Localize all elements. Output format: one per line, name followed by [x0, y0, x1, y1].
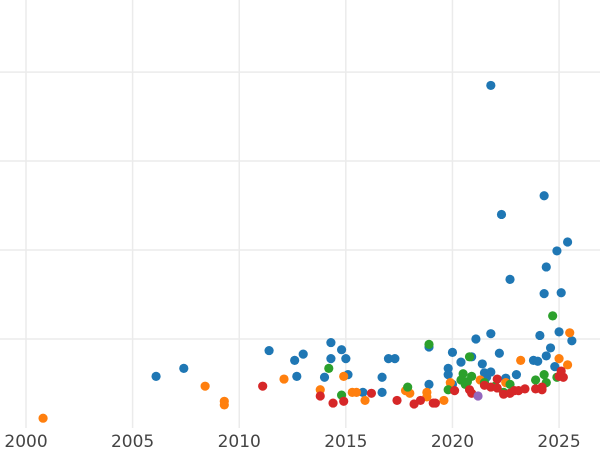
- data-point-series-1: [179, 363, 189, 373]
- data-point-series-4: [258, 381, 268, 391]
- data-point-series-1: [541, 351, 551, 361]
- data-point-series-3: [539, 370, 549, 380]
- data-point-series-4: [430, 398, 440, 408]
- data-point-series-3: [467, 371, 477, 381]
- data-point-series-1: [377, 387, 387, 398]
- data-point-series-1: [535, 330, 545, 341]
- x-axis-ticks: 2000 2005 2010 2015 2020 2025: [4, 432, 580, 450]
- data-point-series-1: [550, 362, 560, 372]
- data-point-series-4: [537, 382, 547, 392]
- data-point-series-1: [377, 372, 387, 382]
- data-point-series-1: [264, 345, 274, 356]
- data-point-series-3: [324, 363, 334, 373]
- data-point-series-1: [486, 367, 496, 377]
- data-point-series-2: [554, 353, 564, 364]
- data-point-series-1: [554, 327, 564, 337]
- data-point-series-1: [390, 353, 400, 364]
- gridlines: [0, 0, 600, 428]
- data-point-series-1: [443, 370, 453, 380]
- data-point-series-1: [326, 337, 336, 348]
- data-point-series-1: [319, 372, 330, 382]
- data-point-series-2: [439, 395, 449, 406]
- data-point-series-2: [339, 371, 349, 381]
- data-point-series-1: [511, 370, 522, 380]
- data-point-series-2: [360, 395, 370, 406]
- data-point-series-3: [424, 339, 434, 349]
- data-point-series-3: [548, 311, 558, 321]
- data-point-series-4: [415, 395, 426, 406]
- data-point-series-1: [424, 379, 434, 389]
- data-point-series-1: [456, 357, 466, 367]
- data-point-series-4: [328, 398, 338, 408]
- data-point-series-4: [366, 388, 377, 398]
- data-point-series-1: [541, 262, 551, 272]
- data-point-series-2: [200, 381, 210, 391]
- data-point-series-1: [447, 347, 458, 357]
- data-point-series-1: [496, 209, 507, 220]
- data-point-series-1: [567, 336, 577, 346]
- data-point-series-2: [219, 400, 229, 410]
- data-point-series-1: [494, 348, 504, 358]
- x-tick-label: 2020: [431, 432, 474, 450]
- x-tick-label: 2010: [218, 432, 261, 450]
- x-tick-label: 2000: [4, 432, 47, 450]
- data-point-series-4: [556, 366, 566, 376]
- data-point-series-1: [290, 355, 300, 365]
- data-point-series-1: [383, 353, 394, 364]
- data-point-series-2: [351, 387, 362, 398]
- data-point-series-3: [464, 352, 475, 362]
- data-point-series-4: [392, 395, 402, 406]
- data-point-series-2: [38, 413, 48, 423]
- data-point-series-1: [486, 329, 496, 339]
- data-points: [38, 80, 577, 423]
- data-point-series-5: [473, 391, 483, 401]
- data-point-series-4: [520, 384, 530, 394]
- data-point-series-1: [552, 246, 562, 256]
- data-point-series-2: [445, 378, 455, 388]
- x-tick-label: 2015: [324, 432, 367, 450]
- data-point-series-4: [492, 383, 502, 393]
- data-point-series-4: [492, 374, 502, 384]
- data-point-series-1: [533, 356, 543, 366]
- data-point-series-1: [486, 80, 496, 91]
- data-point-series-1: [341, 353, 351, 364]
- data-point-series-1: [539, 289, 549, 299]
- data-point-series-4: [449, 386, 460, 396]
- data-point-series-1: [151, 371, 161, 381]
- data-point-series-1: [326, 353, 336, 364]
- x-tick-label: 2025: [537, 432, 580, 450]
- data-point-series-1: [358, 387, 368, 398]
- data-point-series-2: [562, 360, 573, 370]
- data-point-series-1: [545, 343, 556, 353]
- data-point-series-1: [477, 359, 487, 369]
- data-point-series-3: [403, 382, 413, 392]
- data-point-series-1: [336, 345, 347, 355]
- data-point-series-4: [339, 396, 349, 406]
- data-point-series-1: [562, 237, 573, 247]
- data-point-series-1: [556, 288, 566, 298]
- data-point-series-4: [315, 391, 325, 401]
- data-point-series-1: [471, 334, 481, 344]
- data-point-series-3: [531, 375, 541, 385]
- data-point-series-1: [292, 371, 302, 381]
- x-tick-label: 2005: [111, 432, 154, 450]
- data-point-series-1: [298, 349, 308, 359]
- data-point-series-2: [516, 355, 526, 365]
- data-point-series-2: [279, 374, 289, 384]
- data-point-series-1: [539, 191, 549, 201]
- data-point-series-1: [505, 274, 515, 285]
- data-point-series-2: [565, 328, 575, 338]
